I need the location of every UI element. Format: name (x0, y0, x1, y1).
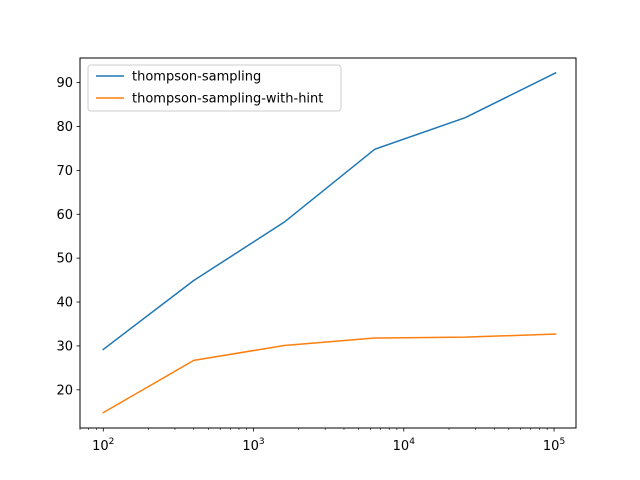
y-tick-label: 30 (56, 339, 73, 354)
x-axis-ticks: 102 103 104 105 (92, 428, 565, 454)
series-layer (102, 71, 557, 414)
legend-box (87, 64, 342, 112)
y-axis-ticks: 20 30 40 50 60 70 80 90 (56, 76, 80, 398)
legend: thompson-sampling thompson-sampling-with-… (87, 64, 342, 112)
y-tick-label: 40 (56, 296, 73, 311)
y-tick-label: 70 (56, 164, 73, 179)
y-tick-label: 60 (56, 208, 73, 223)
x-tick-label: 104 (393, 437, 416, 454)
legend-label: thompson-sampling-with-hint (132, 92, 323, 107)
y-tick-label: 80 (56, 120, 73, 135)
plot-area-frame (79, 57, 577, 429)
y-tick-label: 50 (56, 252, 73, 267)
y-tick-label: 20 (56, 383, 73, 398)
x-tick-label: 105 (543, 437, 565, 454)
legend-label: thompson-sampling (132, 70, 261, 85)
x-tick-label: 102 (92, 437, 114, 454)
x-tick-label: 103 (242, 437, 264, 454)
series-line-1 (102, 71, 557, 351)
y-tick-label: 90 (56, 76, 73, 91)
series-line-2 (102, 333, 557, 414)
